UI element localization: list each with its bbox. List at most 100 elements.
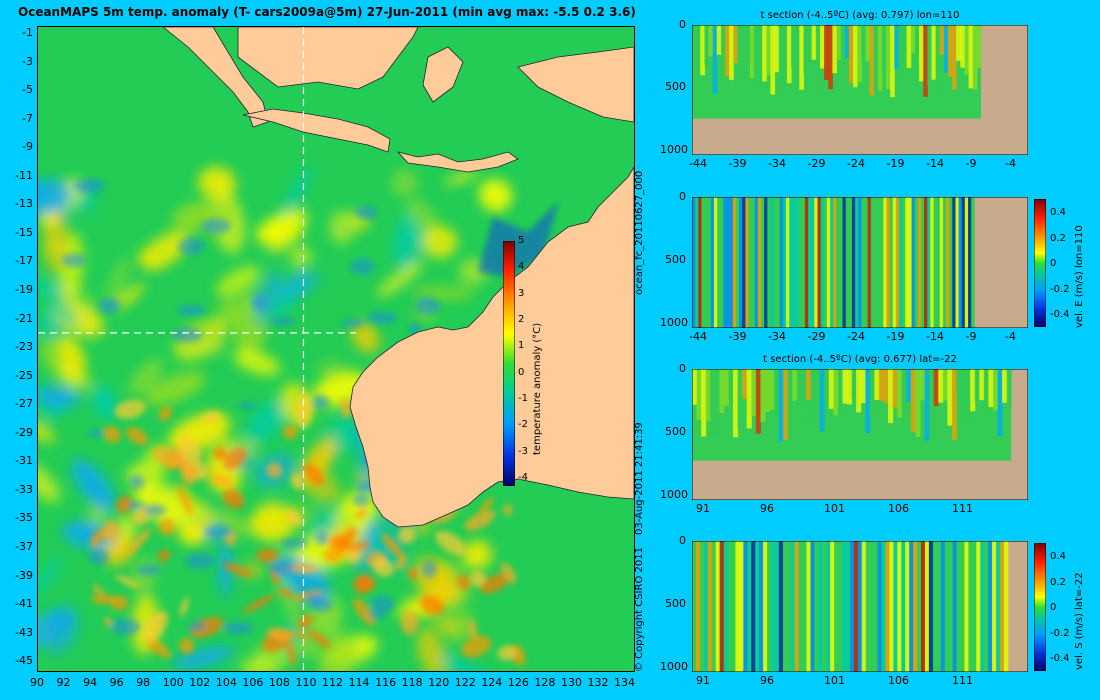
latitude-tick: -45: [15, 654, 33, 668]
temperature-anomaly-map[interactable]: [38, 27, 634, 671]
p3-x-tick: 101: [824, 502, 845, 515]
p4-colorbar-tick: -0.2: [1050, 627, 1070, 639]
latitude-tick: -15: [15, 225, 33, 239]
sulawesi-landmass: [422, 46, 464, 103]
australia-landmass: [349, 166, 634, 528]
p2-colorbar-tick: 0.2: [1050, 232, 1066, 244]
velocity-south-colorbar: [1034, 543, 1046, 671]
p2-x-tick: -44: [689, 330, 707, 343]
temperature-section-lon110[interactable]: [692, 25, 1028, 155]
map-title: OceanMAPS 5m temp. anomaly (T- cars2009a…: [18, 5, 636, 19]
colorbar-tick: 3: [518, 287, 525, 299]
p1-x-tick: -29: [807, 157, 826, 170]
panel3-title: t section (-4..5ºC) (avg: 0.677) lat=-22: [763, 354, 957, 365]
latitude-tick: -1: [22, 26, 33, 39]
p3-y-tick: 0: [679, 362, 686, 375]
p3-x-tick: 91: [696, 502, 710, 515]
p2-y-tick: 1000: [660, 315, 688, 329]
velocity-south-colorbar-label: vel. S (m/s) lat=-22: [1074, 572, 1085, 670]
longitude-tick: 120: [428, 676, 450, 689]
velocity-east-colorbar: [1034, 199, 1046, 327]
temperature-section-lat-22[interactable]: [692, 369, 1028, 500]
latitude-tick: -9: [22, 140, 33, 154]
velocity-east-colorbar-label: vel. E (m/s) lon=110: [1074, 225, 1085, 328]
longitude-tick: 114: [348, 676, 370, 689]
timestamp-label: 03-Aug-2011 21:41:39: [634, 422, 645, 535]
p4-x-tick: 111: [952, 674, 973, 687]
p4-x-tick: 101: [824, 674, 845, 687]
longitude-tick: 96: [109, 676, 124, 689]
longitude-tick: 128: [534, 676, 556, 689]
latitude-tick: -33: [15, 482, 33, 496]
colorbar-tick: -4: [518, 472, 528, 484]
latitude-tick: -35: [15, 511, 33, 525]
p3-y-tick: 500: [665, 424, 686, 438]
p3-y-tick: 1000: [660, 487, 688, 501]
p4-x-tick: 106: [888, 674, 909, 687]
colorbar-tick: -2: [518, 419, 528, 431]
temperature-colorbar: [503, 241, 515, 486]
p2-x-tick: -19: [886, 330, 905, 343]
p4-colorbar-tick: 0.2: [1050, 576, 1066, 588]
colorbar-tick: 5: [518, 235, 525, 246]
colorbar-tick: 0: [518, 366, 525, 378]
latitude-tick: -21: [15, 311, 33, 325]
latitude-tick: -5: [22, 83, 33, 97]
p4-colorbar-tick: 0.4: [1050, 551, 1066, 562]
colorbar-tick: 4: [518, 261, 525, 273]
longitude-tick: 130: [560, 676, 582, 689]
p2-colorbar-tick: -0.2: [1050, 283, 1070, 295]
run-id-label: ocean_fc_20110627_000: [634, 170, 645, 295]
p1-x-tick: -39: [728, 157, 747, 170]
latitude-tick: -31: [15, 454, 33, 468]
velocity-east-section-lon110[interactable]: [692, 197, 1028, 328]
p2-colorbar-tick: 0.4: [1050, 207, 1066, 218]
colorbar-tick: -3: [518, 445, 528, 457]
sumatra-landmass: [162, 27, 269, 128]
p1-x-tick: -34: [768, 157, 786, 170]
p2-x-tick: -29: [807, 330, 826, 343]
p4-y-tick: 1000: [660, 659, 688, 673]
anomaly-eddies: [61, 178, 526, 667]
p2-x-tick: -4: [1005, 330, 1016, 343]
latitude-tick: -27: [15, 397, 33, 411]
velocity-south-section-lat-22[interactable]: [692, 541, 1028, 672]
p1-y-tick: 500: [665, 80, 686, 94]
p2-y-tick: 0: [679, 190, 686, 203]
longitude-tick: 106: [242, 676, 264, 689]
longitude-tick: 124: [481, 676, 503, 689]
longitude-tick: 112: [322, 676, 344, 689]
p4-y-tick: 0: [679, 534, 686, 547]
latitude-tick: -25: [15, 368, 33, 382]
latitude-tick: -37: [15, 540, 33, 554]
p1-x-tick: -4: [1005, 157, 1016, 170]
p3-x-tick: 111: [952, 502, 973, 515]
p4-colorbar-tick: -0.4: [1050, 653, 1070, 664]
latitude-tick: -11: [15, 168, 33, 182]
p1-y-tick: 1000: [660, 142, 688, 156]
p2-colorbar-tick: 0: [1050, 258, 1057, 269]
longitude-tick: 108: [268, 676, 290, 689]
longitude-tick: 122: [454, 676, 476, 689]
p1-x-tick: -44: [689, 157, 707, 170]
latitude-tick: -3: [22, 54, 33, 68]
p4-x-tick: 91: [696, 674, 710, 687]
p2-x-tick: -39: [728, 330, 747, 343]
p3-x-tick: 106: [888, 502, 909, 515]
p1-x-tick: -9: [965, 157, 977, 170]
longitude-tick: 92: [56, 676, 71, 689]
colorbar-tick: -1: [518, 393, 528, 405]
colorbar-tick: 1: [518, 340, 525, 352]
longitude-tick: 98: [136, 676, 151, 689]
latitude-tick: -29: [15, 425, 33, 439]
p1-x-tick: -19: [886, 157, 905, 170]
longitude-tick: 126: [507, 676, 529, 689]
p3-x-tick: 96: [760, 502, 774, 515]
colorbar-label: temperature anomaly (°C): [532, 322, 543, 455]
longitude-tick: 116: [375, 676, 397, 689]
p2-x-tick: -24: [847, 330, 865, 343]
p1-x-tick: -14: [926, 157, 944, 170]
longitude-tick: 94: [83, 676, 98, 689]
longitude-tick: 132: [587, 676, 609, 689]
p2-colorbar-tick: -0.4: [1050, 309, 1070, 320]
